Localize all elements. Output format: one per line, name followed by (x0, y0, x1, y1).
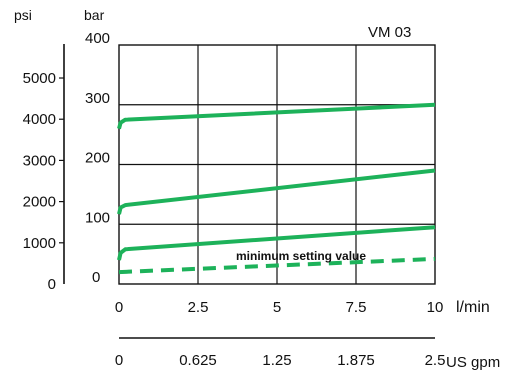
chart-title: VM 03 (368, 24, 411, 41)
annotation-minimum-setting: minimum setting value (236, 249, 366, 263)
y2-axis-label-psi: psi (14, 7, 32, 23)
psi-tick-label: 3000 (23, 152, 56, 169)
y-tick-label: 200 (85, 150, 110, 167)
x-tick-label: 7.5 (346, 299, 367, 316)
psi-tick-label: 0 (48, 276, 56, 293)
x-tick-label: 10 (427, 299, 444, 316)
usgpm-tick-label: 1.25 (262, 352, 291, 369)
psi-tick-label: 1000 (23, 235, 56, 252)
psi-tick-label: 4000 (23, 111, 56, 128)
x-tick-label: 2.5 (188, 299, 209, 316)
y-tick-label: 0 (92, 269, 100, 286)
series-line-4 (118, 256, 436, 275)
y-tick-label: 100 (85, 209, 110, 226)
series-line-1 (117, 102, 436, 130)
x-tick-label: 5 (273, 299, 281, 316)
usgpm-tick-label: 1.875 (337, 352, 375, 369)
x2-axis-label-usgpm: US gpm (446, 354, 500, 371)
x-tick-label: 0 (115, 299, 123, 316)
y-tick-label: 400 (85, 30, 110, 47)
labels: VM 03 bar psi l/min US gpm minimum setti… (14, 7, 500, 371)
y-tick-label: 300 (85, 90, 110, 107)
usgpm-tick-label: 0.625 (179, 352, 217, 369)
psi-tick-label: 2000 (23, 194, 56, 211)
x-axis-label-lmin: l/min (456, 299, 490, 316)
usgpm-tick-label: 2.5 (425, 352, 446, 369)
series-line-2 (117, 168, 436, 215)
psi-tick-label: 5000 (23, 70, 56, 87)
usgpm-tick-label: 0 (115, 352, 123, 369)
series-lines (117, 102, 436, 275)
series-line-3 (117, 225, 436, 261)
y-axis-label-bar: bar (84, 7, 105, 23)
